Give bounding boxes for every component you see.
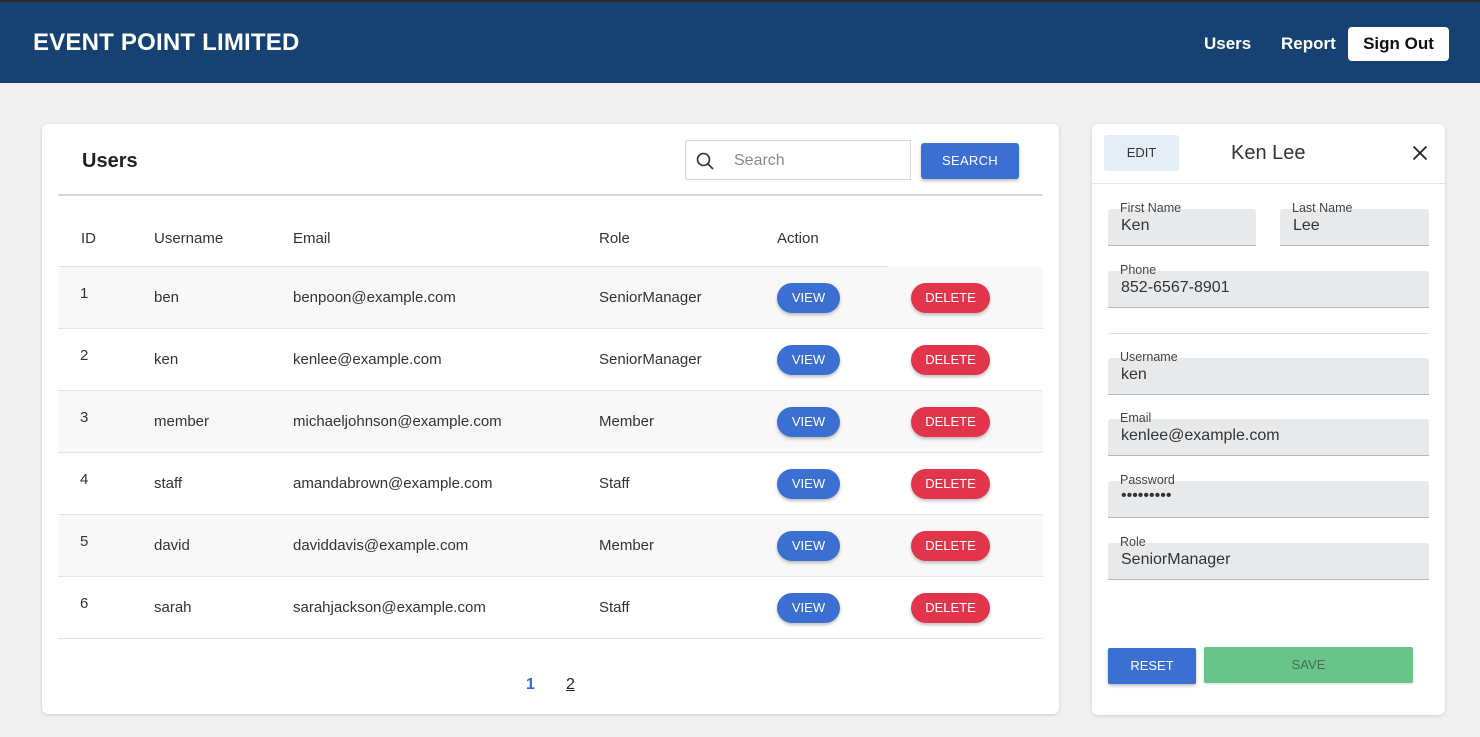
table-row: 4 staff amandabrown@example.com Staff VI… <box>58 453 1043 515</box>
view-button[interactable]: VIEW <box>777 593 840 623</box>
cell-email: michaeljohnson@example.com <box>293 413 502 430</box>
cell-email: amandabrown@example.com <box>293 475 493 492</box>
delete-button[interactable]: DELETE <box>911 469 990 499</box>
cell-email: sarahjackson@example.com <box>293 599 486 616</box>
table-row: 2 ken kenlee@example.com SeniorManager V… <box>58 329 1043 391</box>
cell-id: 6 <box>80 595 89 612</box>
section-divider <box>1108 333 1429 334</box>
table-header-divider <box>58 266 889 267</box>
delete-button[interactable]: DELETE <box>911 283 990 313</box>
column-header-username: Username <box>154 230 224 247</box>
view-button[interactable]: VIEW <box>777 531 840 561</box>
brand-title: EVENT POINT LIMITED <box>33 29 300 56</box>
last-name-field[interactable]: Last Name Lee <box>1280 201 1429 246</box>
role-label: Role <box>1120 535 1146 549</box>
cell-id: 5 <box>80 533 89 550</box>
sign-out-button[interactable]: Sign Out <box>1348 27 1449 61</box>
column-header-email: Email <box>293 230 331 247</box>
phone-label: Phone <box>1120 263 1157 277</box>
pagination-page-current[interactable]: 1 <box>526 676 535 693</box>
cell-id: 4 <box>80 471 89 488</box>
table-row: 6 sarah sarahjackson@example.com Staff V… <box>58 577 1043 639</box>
reset-button[interactable]: RESET <box>1108 648 1196 684</box>
column-header-role: Role <box>599 230 630 247</box>
password-label: Password <box>1120 473 1175 487</box>
delete-button[interactable]: DELETE <box>911 345 990 375</box>
view-button[interactable]: VIEW <box>777 283 840 313</box>
cell-email: kenlee@example.com <box>293 351 442 368</box>
table-row: 5 david daviddavis@example.com Member VI… <box>58 515 1043 577</box>
search-button[interactable]: SEARCH <box>921 143 1019 179</box>
email-value: kenlee@example.com <box>1121 427 1280 444</box>
column-header-id: ID <box>81 230 96 247</box>
cell-id: 2 <box>80 347 89 364</box>
first-name-label: First Name <box>1120 201 1182 215</box>
phone-value: 852-6567-8901 <box>1121 279 1230 296</box>
password-field[interactable]: Password ••••••••• <box>1108 473 1429 518</box>
cell-role: Staff <box>599 599 630 616</box>
table-row: 1 ben benpoon@example.com SeniorManager … <box>58 267 1043 329</box>
cell-role: SeniorManager <box>599 351 702 368</box>
users-panel: Users SEARCH ID Username Email Role Acti… <box>42 124 1059 714</box>
username-value: ken <box>1121 366 1147 383</box>
header-divider <box>58 194 1043 196</box>
cell-username: ben <box>154 289 180 306</box>
delete-button[interactable]: DELETE <box>911 593 990 623</box>
column-header-action: Action <box>777 230 819 247</box>
role-field[interactable]: Role SeniorManager <box>1108 535 1429 580</box>
cell-username: david <box>154 537 190 554</box>
close-icon[interactable] <box>1412 145 1428 161</box>
role-value: SeniorManager <box>1121 551 1231 568</box>
email-field[interactable]: Email kenlee@example.com <box>1108 411 1429 456</box>
cell-role: Member <box>599 413 655 430</box>
cell-username: sarah <box>154 599 192 616</box>
username-field[interactable]: Username ken <box>1108 350 1429 395</box>
cell-role: SeniorManager <box>599 289 702 306</box>
pagination-page-next[interactable]: 2 <box>566 676 575 693</box>
view-button[interactable]: VIEW <box>777 345 840 375</box>
table-row: 3 member michaeljohnson@example.com Memb… <box>58 391 1043 453</box>
delete-button[interactable]: DELETE <box>911 531 990 561</box>
cell-email: benpoon@example.com <box>293 289 456 306</box>
cell-email: daviddavis@example.com <box>293 537 469 554</box>
detail-header-divider <box>1092 183 1445 184</box>
username-label: Username <box>1120 350 1178 364</box>
last-name-label: Last Name <box>1292 201 1353 215</box>
detail-user-name: Ken Lee <box>1231 142 1306 164</box>
password-value: ••••••••• <box>1121 487 1172 504</box>
cell-role: Member <box>599 537 655 554</box>
search-input[interactable] <box>732 149 906 173</box>
cell-id: 3 <box>80 409 89 426</box>
phone-field[interactable]: Phone 852-6567-8901 <box>1108 263 1429 308</box>
cell-id: 1 <box>80 285 89 302</box>
cell-role: Staff <box>599 475 630 492</box>
view-button[interactable]: VIEW <box>777 469 840 499</box>
email-label: Email <box>1120 411 1152 425</box>
top-navbar: EVENT POINT LIMITED Users Report Sign Ou… <box>0 0 1480 83</box>
save-button[interactable]: SAVE <box>1204 647 1413 683</box>
delete-button[interactable]: DELETE <box>911 407 990 437</box>
search-box[interactable] <box>685 140 911 180</box>
cell-username: staff <box>154 475 183 492</box>
view-button[interactable]: VIEW <box>777 407 840 437</box>
cell-username: member <box>154 413 210 430</box>
last-name-value: Lee <box>1293 217 1320 234</box>
nav-report-link[interactable]: Report <box>1281 34 1336 53</box>
nav-users-link[interactable]: Users <box>1204 34 1252 53</box>
search-icon <box>696 152 714 170</box>
users-title: Users <box>82 150 138 172</box>
edit-button[interactable]: EDIT <box>1104 135 1179 171</box>
first-name-value: Ken <box>1121 217 1150 234</box>
first-name-field[interactable]: First Name Ken <box>1108 201 1256 246</box>
cell-username: ken <box>154 351 179 368</box>
user-detail-panel: EDIT Ken Lee First Name Ken Last Name Le… <box>1092 124 1445 715</box>
